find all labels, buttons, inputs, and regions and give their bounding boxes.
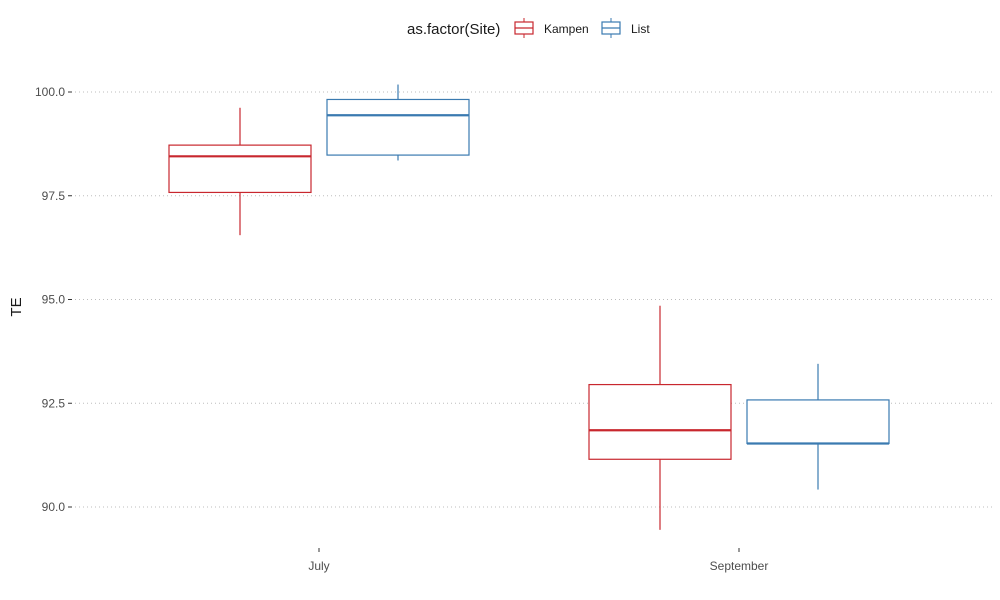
y-tick-label: 97.5 [42,189,66,203]
legend-item-list: List [601,18,650,38]
y-tick-label: 95.0 [42,293,66,307]
x-tick-label: July [308,559,329,573]
box-iqr [746,399,890,445]
legend-label: Kampen [544,22,589,36]
y-tick-label: 92.5 [42,396,66,410]
legend-title: as.factor(Site) [407,21,500,38]
legend: as.factor(Site) Kampen List [407,18,650,38]
box-iqr [588,383,732,460]
box-iqr [326,98,470,156]
box-list-september [746,363,890,490]
x-tick-label: September [710,559,769,573]
legend-item-kampen: Kampen [514,18,589,38]
box-kampen-july [168,107,312,236]
y-tick-label: 90.0 [42,500,66,514]
y-axis: 90.0 92.5 95.0 97.5 100.0 [35,85,72,514]
box-iqr [168,144,312,194]
y-axis-title: TE [8,297,25,316]
gridlines [75,91,995,508]
boxes [168,84,890,530]
legend-label: List [631,22,650,36]
box-kampen-september [588,305,732,530]
y-tick-label: 100.0 [35,85,65,99]
x-axis: July September [308,548,768,573]
box-list-july [326,84,470,161]
